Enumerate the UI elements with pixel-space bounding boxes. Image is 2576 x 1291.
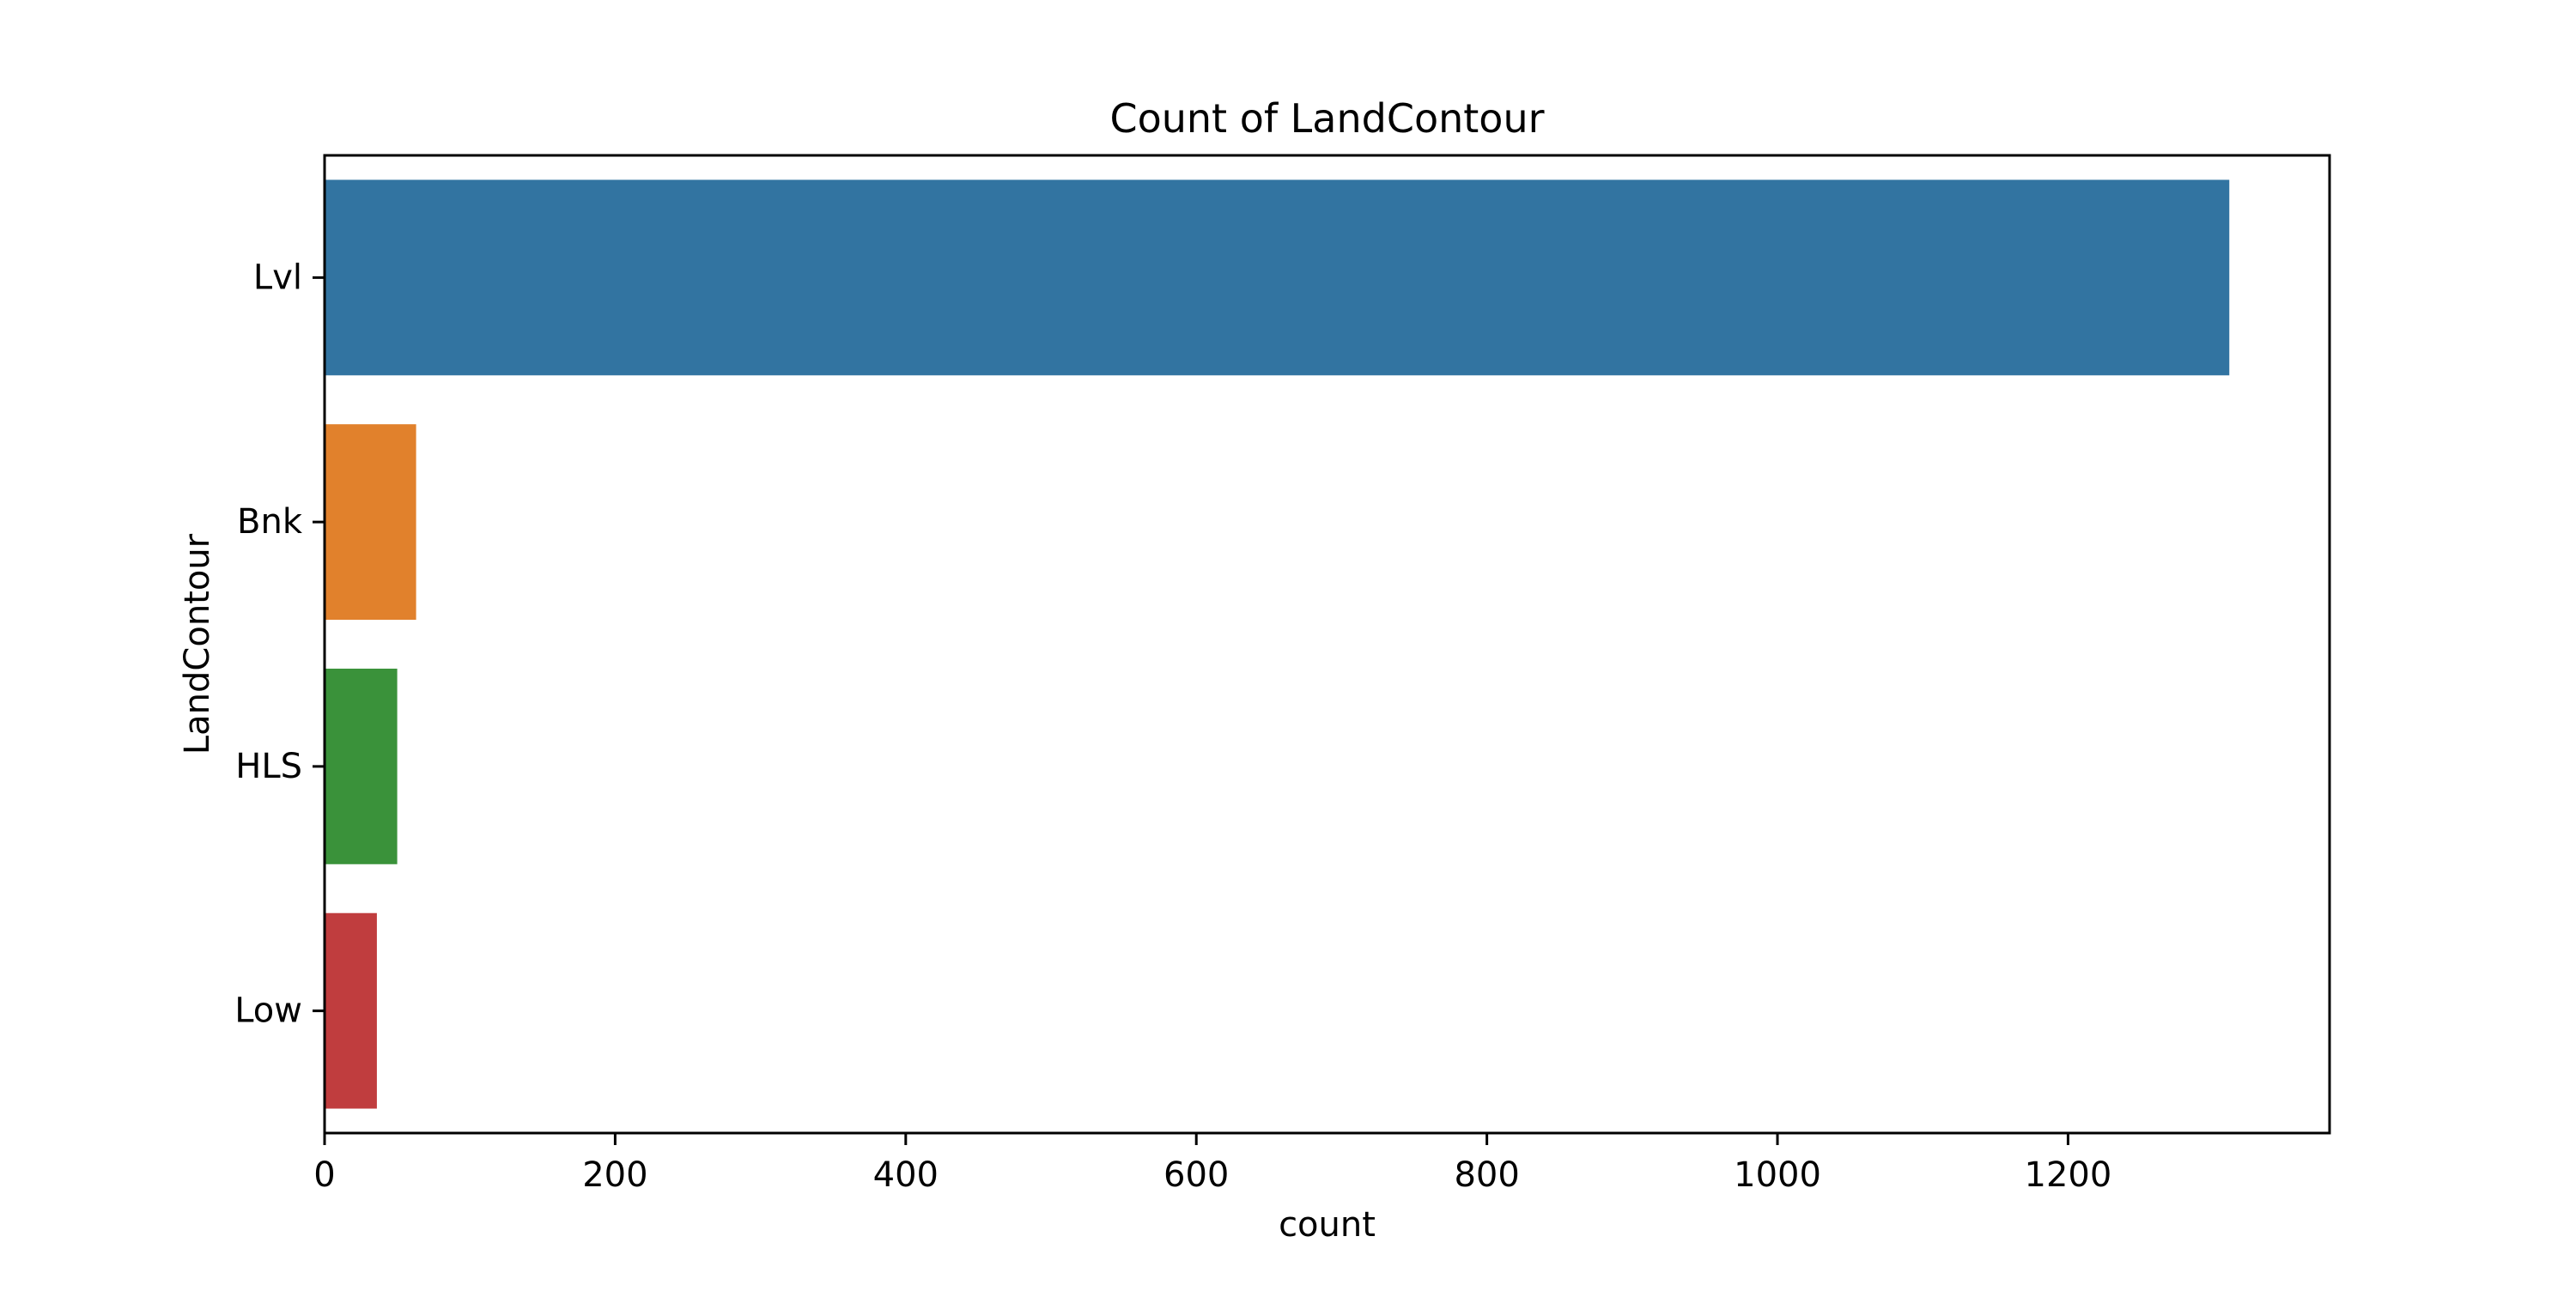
x-axis-ticks: 0 200 400 600 800 1000 1200 <box>313 1133 2111 1195</box>
x-tick-label: 400 <box>873 1155 939 1195</box>
plot-area-frame <box>323 154 2331 1135</box>
x-tick-label: 1200 <box>2025 1155 2112 1195</box>
x-tick-label: 600 <box>1163 1155 1229 1195</box>
y-tick-label: Bnk <box>237 502 303 542</box>
bar-low <box>325 912 377 1109</box>
y-tick-label: HLS <box>235 747 302 786</box>
y-axis-label: LandContour <box>178 533 217 755</box>
y-tick-label: Low <box>234 991 302 1031</box>
x-axis-label: count <box>1279 1205 1376 1245</box>
x-tick-label: 1000 <box>1734 1155 1821 1195</box>
bar-lvl <box>325 179 2230 376</box>
x-tick-label: 200 <box>582 1155 647 1195</box>
x-tick-label: 800 <box>1454 1155 1519 1195</box>
y-tick-label: Lvl <box>253 258 302 297</box>
y-axis-ticks: Lvl Bnk HLS Low <box>234 258 325 1031</box>
bar-hls <box>325 668 398 864</box>
x-tick-label: 0 <box>313 1155 335 1195</box>
chart-title: Count of LandContour <box>1109 95 1544 142</box>
bar-bnk <box>325 424 416 621</box>
bars-group <box>325 179 2230 1109</box>
